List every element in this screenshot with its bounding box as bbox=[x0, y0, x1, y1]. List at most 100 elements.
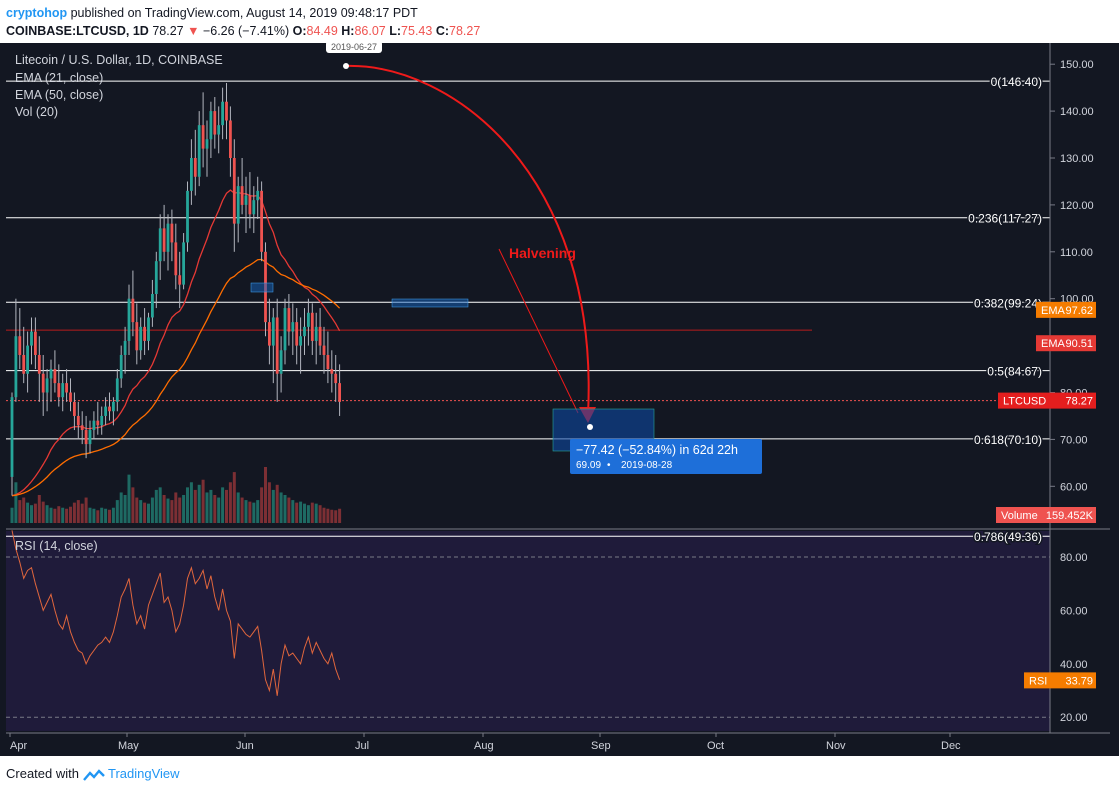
candle bbox=[182, 233, 185, 290]
volume-bar bbox=[104, 508, 108, 523]
volume-bar bbox=[240, 497, 244, 523]
candle-body bbox=[100, 415, 104, 426]
time-tick-label: Aug bbox=[474, 740, 494, 752]
volume-bar bbox=[252, 502, 256, 523]
volume-bar bbox=[217, 497, 221, 523]
candle-body bbox=[135, 322, 139, 351]
candle-body bbox=[303, 326, 306, 337]
candle-body bbox=[154, 261, 158, 295]
time-tick-label: Dec bbox=[941, 740, 961, 752]
candle bbox=[80, 411, 84, 445]
candle-body bbox=[334, 373, 338, 384]
candle bbox=[22, 326, 26, 384]
legend-ema21: EMA (21, close) bbox=[15, 71, 103, 85]
candle-body bbox=[178, 275, 182, 285]
tradingview-brand[interactable]: TradingView bbox=[108, 766, 180, 781]
volume-bar bbox=[53, 508, 57, 523]
candle bbox=[96, 401, 100, 435]
candle bbox=[143, 308, 146, 355]
candle bbox=[232, 139, 236, 252]
candle bbox=[92, 411, 96, 440]
time-tick-label: Jul bbox=[355, 740, 369, 752]
volume-bar bbox=[221, 487, 225, 523]
volume-bar bbox=[267, 482, 271, 523]
price-axis-label-value: 33.79 bbox=[1065, 675, 1093, 687]
candle-body bbox=[256, 190, 260, 201]
candle bbox=[166, 214, 170, 271]
author-link[interactable]: cryptohop bbox=[6, 6, 68, 20]
candle-body bbox=[240, 186, 244, 205]
volume-bar bbox=[248, 501, 252, 523]
low-value: 75.43 bbox=[401, 24, 433, 38]
time-tick-label: Jun bbox=[236, 740, 254, 752]
price-axis-label: RSI 33.79 bbox=[1024, 672, 1096, 689]
price-axis-label: LTCUSD 78.27 bbox=[998, 392, 1096, 409]
volume-bar bbox=[33, 503, 37, 523]
time-tick-label: Sep bbox=[591, 740, 611, 752]
fib-label: 0.382(99.24) bbox=[974, 296, 1042, 310]
zone-box bbox=[250, 282, 274, 293]
candle-body bbox=[213, 111, 217, 135]
volume-bar bbox=[275, 484, 279, 523]
candle bbox=[303, 308, 306, 355]
candle bbox=[314, 312, 318, 365]
candle-body bbox=[322, 345, 326, 355]
candle bbox=[147, 312, 150, 351]
zone-box bbox=[391, 298, 469, 308]
rsi-tick-label: 60.00 bbox=[1060, 605, 1088, 617]
candle-body bbox=[151, 294, 154, 318]
candle-body bbox=[170, 223, 174, 243]
candle bbox=[190, 139, 193, 205]
candle-body bbox=[123, 340, 127, 355]
projection-arc bbox=[345, 64, 590, 416]
price-axis-label-value: 78.27 bbox=[1065, 396, 1093, 408]
candle-body bbox=[88, 430, 92, 445]
volume-bar bbox=[330, 509, 334, 523]
candle-body bbox=[244, 195, 248, 205]
candle-body bbox=[143, 326, 146, 341]
candle-body bbox=[53, 369, 57, 384]
candle-body bbox=[193, 158, 197, 177]
price-chart[interactable]: 0(146.40) 0.236(117.27) 0.382(99.24) 0.5(84… bbox=[0, 43, 1119, 756]
volume-bar bbox=[10, 507, 14, 523]
candle bbox=[201, 92, 205, 168]
candle bbox=[119, 345, 123, 388]
candle-body bbox=[147, 317, 150, 341]
volume-bar bbox=[143, 502, 147, 523]
fib-label: 0(146.40) bbox=[991, 75, 1042, 89]
candle-body bbox=[252, 200, 256, 215]
candle-body bbox=[14, 336, 18, 398]
price-axis-label-name: RSI bbox=[1029, 675, 1047, 687]
volume-bar bbox=[76, 500, 80, 523]
volume-bar bbox=[123, 495, 127, 523]
volume-bar bbox=[127, 474, 131, 523]
candle bbox=[174, 223, 178, 290]
candle bbox=[115, 369, 119, 412]
time-tick-label: May bbox=[118, 740, 139, 752]
volume-bar bbox=[279, 492, 283, 523]
candle-body bbox=[314, 326, 318, 341]
volume-bar bbox=[299, 501, 303, 523]
volume-bar bbox=[111, 507, 115, 523]
candle-body bbox=[41, 373, 45, 393]
candle-body bbox=[330, 369, 334, 374]
top-date-marker: 2019-06-27 bbox=[326, 43, 382, 53]
volume-bar bbox=[314, 503, 318, 523]
candle bbox=[76, 401, 80, 440]
candle bbox=[151, 279, 154, 327]
volume-bar bbox=[92, 508, 96, 523]
candle-body bbox=[37, 354, 41, 374]
legend-vol: Vol (20) bbox=[15, 105, 58, 119]
volume-bar bbox=[303, 503, 306, 523]
candle-body bbox=[190, 158, 193, 191]
price-axis-label-bg bbox=[1024, 672, 1096, 689]
volume-bar bbox=[108, 509, 111, 523]
close-label: C: bbox=[435, 24, 450, 38]
candle-body bbox=[119, 354, 123, 379]
fib-label: 0.786(49.36) bbox=[974, 530, 1042, 544]
volume-bar bbox=[326, 508, 330, 523]
candle bbox=[205, 120, 209, 177]
candle bbox=[283, 298, 287, 365]
candle bbox=[53, 350, 57, 393]
measure-main: −77.42 (−52.84%) in 62d 22h bbox=[576, 443, 738, 457]
